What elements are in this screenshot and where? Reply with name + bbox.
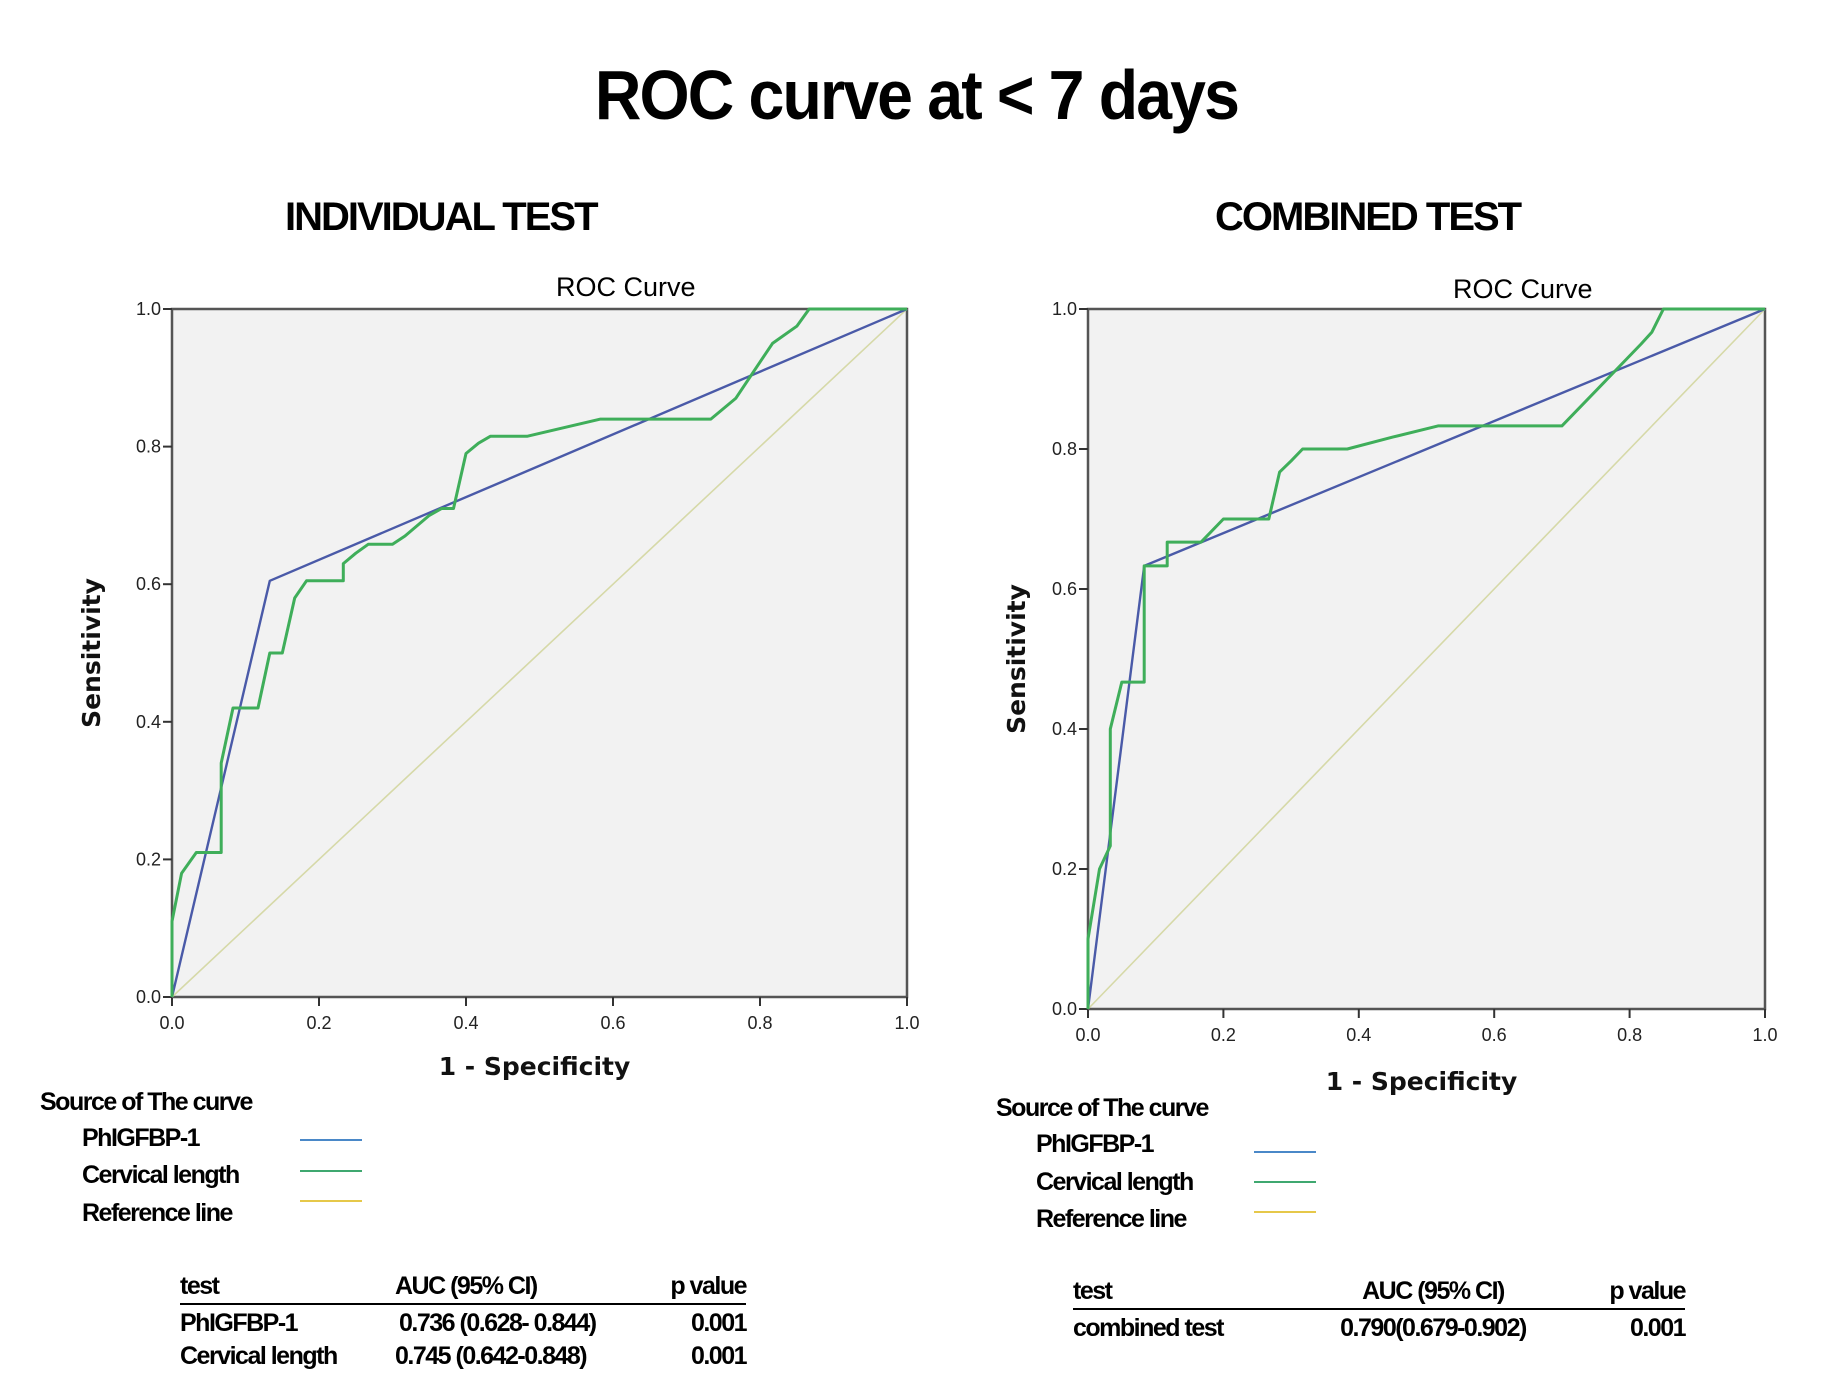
y-tick-label: 0.0 [1052,999,1077,1019]
y-tick-label: 0.4 [1052,719,1077,739]
table-header-auc: AUC (95% CI) [1303,1277,1563,1310]
main-title: ROC curve at < 7 days [594,56,1240,134]
y-tick-label: 0.2 [136,849,161,869]
x-tick-label: 0.2 [1211,1025,1236,1045]
panel-heading-combined: COMBINED TEST [1215,195,1522,239]
table-cell-pvalue: 0.001 [1629,1314,1687,1342]
legend-label-phigfbp: PhIGFBP-1 [82,1124,201,1152]
table-cell-auc: 0.736 (0.628- 0.844) [399,1309,597,1337]
table-header-test: test [1073,1277,1303,1310]
chart-title-combined: ROC Curve [1453,274,1593,304]
legend-swatch-phigfbp [300,1139,362,1141]
x-tick-label: 0.4 [453,1013,478,1033]
table-cell-test: Cervical length [180,1342,338,1370]
auc-table-individual: test AUC (95% CI) p value PhIGFBP-1 0.73… [180,1272,748,1371]
table-header-pvalue: p value [645,1272,748,1305]
table-cell-test: combined test [1073,1314,1224,1342]
x-tick-label: 0.4 [1346,1025,1371,1045]
y-tick-label: 1.0 [1052,299,1077,319]
y-tick-label: 0.6 [1052,579,1077,599]
table-cell-test: PhIGFBP-1 [180,1309,299,1337]
x-tick-label: 0.0 [1075,1025,1100,1045]
legend-swatch-cervical [300,1170,362,1172]
roc-chart-individual: 0.0 0.2 0.4 0.6 0.8 1.0 0.0 0.2 0.4 0.6 0.8 1.0 1 - … [77,299,920,1081]
table-header-auc: AUC (95% CI) [395,1272,645,1305]
table-row: Cervical length 0.745 (0.642-0.848) 0.00… [180,1338,748,1371]
x-tick-label: 0.6 [1482,1025,1507,1045]
series-line-cervical-length [170,307,907,997]
x-axis-label: 1 - Specificity [1326,1067,1518,1096]
legend-label-cervical: Cervical length [82,1161,240,1189]
series-line-cervical-length [1086,307,1765,1009]
y-axis-label: Sensitivity [1002,584,1031,734]
y-tick-label: 0.0 [136,987,161,1007]
table-header-pvalue: p value [1563,1277,1687,1310]
y-tick-label: 0.2 [1052,859,1077,879]
table-header-row: test AUC (95% CI) p value [180,1272,748,1305]
y-tick-label: 0.8 [136,437,161,457]
legend-label-reference: Reference line [82,1199,233,1227]
x-tick-label: 0.8 [1617,1025,1642,1045]
series-line-phigfbp-1 [170,307,908,998]
auc-table-combined: test AUC (95% CI) p value combined test … [1073,1277,1687,1343]
x-tick-label: 1.0 [894,1013,919,1033]
table-cell-auc: 0.745 (0.642-0.848) [395,1342,588,1370]
y-axis-label: Sensitivity [77,578,106,728]
series-line-reference-line [1087,308,1766,1010]
series-line-reference-line [171,308,908,998]
table-row: PhIGFBP-1 0.736 (0.628- 0.844) 0.001 [180,1304,748,1338]
legend-label-phigfbp: PhIGFBP-1 [1036,1130,1155,1158]
panel-heading-individual: INDIVIDUAL TEST [285,195,599,239]
x-axis-label: 1 - Specificity [439,1052,631,1081]
table-header-row: test AUC (95% CI) p value [1073,1277,1687,1310]
legend-swatch-reference [300,1200,362,1202]
legend-label-reference: Reference line [1036,1205,1187,1233]
x-tick-label: 0.8 [747,1013,772,1033]
table-row: combined test 0.790(0.679-0.902) 0.001 [1073,1309,1687,1343]
roc-chart-combined: 0.0 0.2 0.4 0.6 0.8 1.0 0.0 0.2 0.4 0.6 0.8 1.0 1 - … [1002,299,1778,1096]
x-tick-label: 0.2 [306,1013,331,1033]
legend-swatch-phigfbp [1254,1151,1316,1153]
legend-swatch-reference [1254,1211,1316,1213]
table-cell-pvalue: 0.001 [690,1309,748,1337]
x-tick-label: 0.6 [600,1013,625,1033]
y-tick-label: 0.4 [136,712,161,732]
legend-title-individual: Source of The curve [40,1088,253,1116]
table-cell-pvalue: 0.001 [690,1342,748,1370]
table-cell-auc: 0.790(0.679-0.902) [1340,1314,1527,1342]
y-tick-label: 0.6 [136,574,161,594]
table-header-test: test [180,1272,395,1305]
legend-title-combined: Source of The curve [996,1094,1209,1122]
chart-title-individual: ROC Curve [556,272,696,302]
y-tick-label: 0.8 [1052,439,1077,459]
x-tick-label: 1.0 [1752,1025,1777,1045]
legend-swatch-cervical [1254,1181,1316,1183]
x-tick-label: 0.0 [159,1013,184,1033]
legend-label-cervical: Cervical length [1036,1168,1194,1196]
y-tick-label: 1.0 [136,299,161,319]
